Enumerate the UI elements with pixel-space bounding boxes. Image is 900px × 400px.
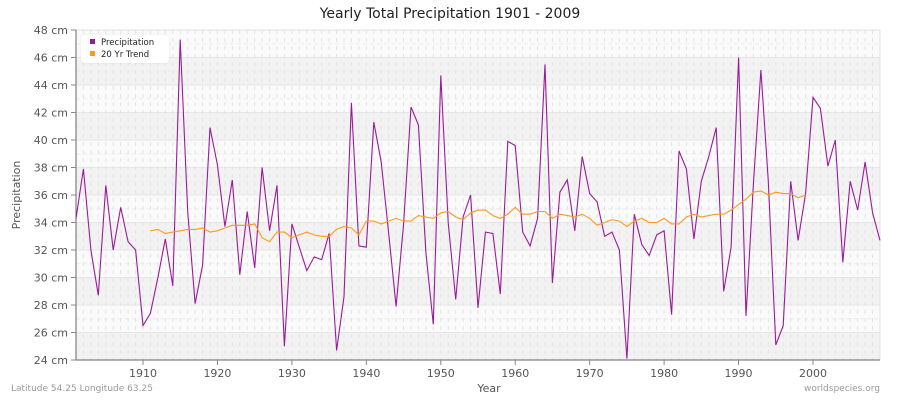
x-tick-label: 1920 bbox=[203, 367, 231, 380]
precipitation-swatch-icon bbox=[90, 39, 95, 44]
y-tick-label: 38 cm bbox=[34, 162, 68, 175]
trend-swatch-icon bbox=[90, 51, 95, 56]
x-tick-label: 1970 bbox=[576, 367, 604, 380]
x-tick-label: 1910 bbox=[129, 367, 157, 380]
y-tick-label: 42 cm bbox=[34, 107, 68, 120]
x-tick-label: 1980 bbox=[650, 367, 678, 380]
legend-label-precipitation: Precipitation bbox=[101, 38, 155, 48]
y-tick-label: 26 cm bbox=[34, 327, 68, 340]
x-tick-label: 1940 bbox=[352, 367, 380, 380]
legend: Precipitation 20 Yr Trend bbox=[81, 35, 169, 63]
y-axis-title: Precipitation bbox=[10, 161, 23, 230]
legend-label-trend: 20 Yr Trend bbox=[101, 50, 150, 60]
trend-series-line bbox=[150, 190, 806, 243]
chart-title: Yearly Total Precipitation 1901 - 2009 bbox=[319, 6, 581, 22]
precipitation-series-line bbox=[75, 39, 881, 359]
y-tick-label: 24 cm bbox=[34, 354, 68, 367]
y-tick-label: 28 cm bbox=[34, 299, 68, 312]
y-tick-label: 36 cm bbox=[34, 189, 68, 202]
x-axis-title: Year bbox=[476, 382, 501, 395]
x-tick-label: 1960 bbox=[501, 367, 529, 380]
legend-item-trend: 20 Yr Trend bbox=[90, 49, 149, 61]
y-tick-label: 44 cm bbox=[34, 79, 68, 92]
x-axis-ticks: 1910 1920 1930 1940 1950 1960 1970 1980 1990 2000 bbox=[129, 360, 827, 380]
x-tick-label: 1950 bbox=[427, 367, 455, 380]
y-tick-label: 46 cm bbox=[34, 52, 68, 65]
y-tick-label: 40 cm bbox=[34, 134, 68, 147]
x-tick-label: 1930 bbox=[278, 367, 306, 380]
x-tick-label: 2000 bbox=[799, 367, 827, 380]
x-tick-label: 1990 bbox=[725, 367, 753, 380]
y-tick-label: 32 cm bbox=[34, 244, 68, 257]
location-caption: Latitude 54.25 Longitude 63.25 bbox=[11, 384, 153, 394]
y-tick-label: 34 cm bbox=[34, 217, 68, 230]
y-tick-label: 30 cm bbox=[34, 272, 68, 285]
y-tick-label: 48 cm bbox=[34, 24, 68, 37]
y-axis-ticks: 24 cm 26 cm 28 cm 30 cm 32 cm 34 cm 36 cm 38 cm… bbox=[34, 24, 76, 367]
source-link[interactable]: worldspecies.org bbox=[803, 384, 880, 394]
legend-item-precipitation: Precipitation bbox=[90, 37, 154, 49]
